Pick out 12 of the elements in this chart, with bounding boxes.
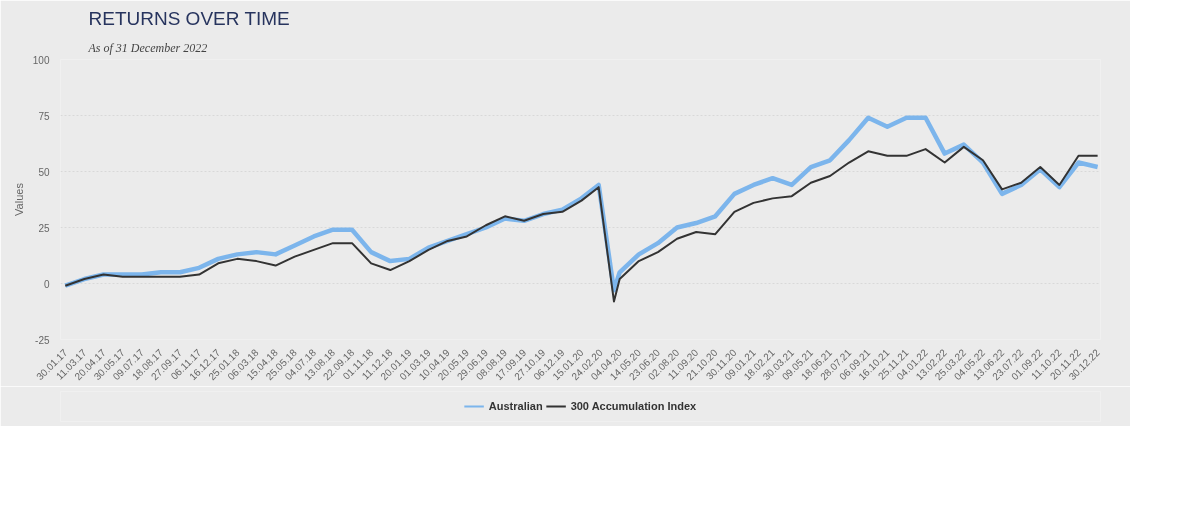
y-tick-label: -25 (35, 334, 50, 346)
y-tick-label: 0 (43, 278, 50, 290)
legend-label: Australian (488, 400, 543, 412)
y-tick-label: 25 (38, 222, 50, 234)
legend-label: 300 Accumulation Index (570, 400, 697, 412)
chart-subtitle: As of 31 December 2022 (87, 40, 208, 55)
y-axis-title: Values (12, 182, 25, 216)
line-series (64, 145, 1099, 303)
chart-title: RETURNS OVER TIME (88, 7, 290, 29)
y-tick-label: 100 (32, 54, 50, 66)
y-tick-label: 50 (38, 166, 50, 178)
y-tick-label: 75 (38, 110, 50, 122)
